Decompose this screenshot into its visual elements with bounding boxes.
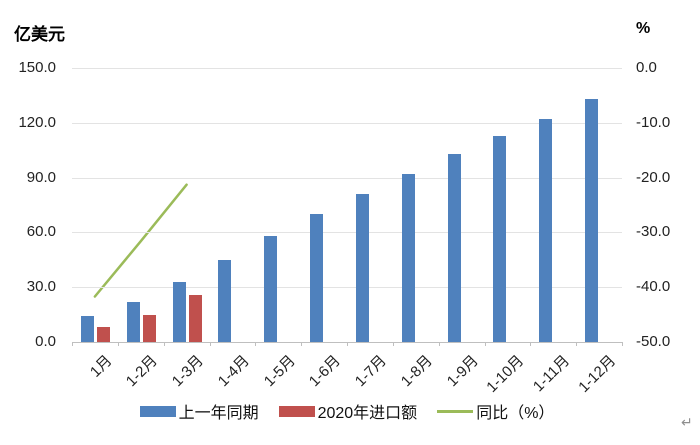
left-axis-tick-label: 150.0 (18, 59, 56, 76)
bar-current-year (142, 314, 156, 342)
legend-item-prev-year: 上一年同期 (139, 399, 259, 423)
gridline (72, 287, 622, 289)
x-axis-tick (576, 342, 578, 346)
left-axis-tick-label: 90.0 (26, 168, 56, 186)
x-axis-category-label: 1月 (86, 352, 116, 381)
bar-prev-year (355, 194, 369, 342)
legend-item-current-year: 2020年进口额 (278, 399, 418, 423)
bar-prev-year (310, 214, 324, 342)
gridline (72, 232, 622, 234)
legend-label: 上一年同期 (178, 405, 259, 422)
x-axis-tick (72, 342, 73, 346)
x-axis-tick (392, 342, 394, 346)
legend-bar-marker (278, 405, 315, 417)
bar-prev-year (80, 316, 94, 342)
paragraph-return-mark: ↵ (681, 414, 693, 430)
right-axis-tick-label: 0.0 (636, 59, 657, 76)
bar-current-year (188, 294, 202, 342)
x-axis-category-label: 1-2月 (122, 352, 161, 391)
bar-prev-year (126, 301, 140, 342)
x-axis-category-label: 1-12月 (575, 352, 620, 396)
yoy-line-series (93, 183, 188, 298)
x-axis-tick (622, 342, 623, 346)
x-axis-category-label: 1-4月 (214, 352, 253, 391)
x-axis-category-label: 1-6月 (306, 352, 345, 391)
x-axis-category-label: 1-5月 (260, 352, 299, 391)
x-axis-tick (347, 342, 348, 346)
x-axis-tick (484, 342, 486, 346)
bar-prev-year (493, 135, 507, 342)
right-axis-tick-label: -10.0 (636, 113, 671, 131)
left-axis-tick-label: 60.0 (26, 223, 56, 241)
left-axis-tick-label: 30.0 (26, 278, 56, 296)
x-axis-category-label: 1-3月 (168, 352, 207, 391)
right-axis-title: % (636, 20, 651, 37)
x-axis-tick (255, 342, 257, 346)
left-axis-tick-label: 0.0 (35, 333, 56, 350)
legend: 上一年同期 2020年进口额 同比（%） (72, 399, 622, 423)
legend-label: 2020年进口额 (317, 405, 418, 422)
x-axis-category-label: 1-10月 (483, 352, 528, 396)
right-axis-tick-label: -20.0 (636, 168, 671, 186)
bar-prev-year (539, 119, 553, 342)
legend-line-marker (437, 409, 474, 413)
right-axis-tick-label: -50.0 (636, 333, 671, 350)
x-axis-tick (438, 342, 440, 346)
bar-prev-year (264, 236, 278, 342)
left-axis-tick-label: 120.0 (18, 113, 56, 131)
gridline (72, 177, 622, 179)
gridline (72, 68, 622, 69)
bar-prev-year (447, 153, 461, 342)
x-axis-tick (117, 342, 119, 346)
gridline (72, 122, 622, 124)
right-axis-tick-label: -30.0 (636, 223, 671, 241)
bar-prev-year (172, 281, 186, 342)
x-axis-category-label: 1-11月 (530, 352, 574, 396)
right-axis-tick-label: -40.0 (636, 278, 671, 296)
legend-item-yoy: 同比（%） (437, 399, 554, 423)
bar-prev-year (401, 173, 415, 342)
x-axis-tick (209, 342, 211, 346)
legend-bar-marker (139, 405, 176, 417)
x-axis-category-label: 1-8月 (397, 352, 436, 391)
x-axis-category-label: 1-9月 (443, 352, 482, 391)
x-axis-category-label: 1-7月 (352, 352, 391, 391)
legend-label: 同比（%） (476, 405, 555, 422)
x-axis-tick (301, 342, 303, 346)
bar-prev-year (585, 99, 599, 342)
left-axis-title: 亿美元 (14, 25, 65, 44)
bar-current-year (96, 327, 110, 342)
x-axis-tick (163, 342, 165, 346)
x-axis-tick (530, 342, 532, 346)
bar-prev-year (218, 259, 232, 342)
